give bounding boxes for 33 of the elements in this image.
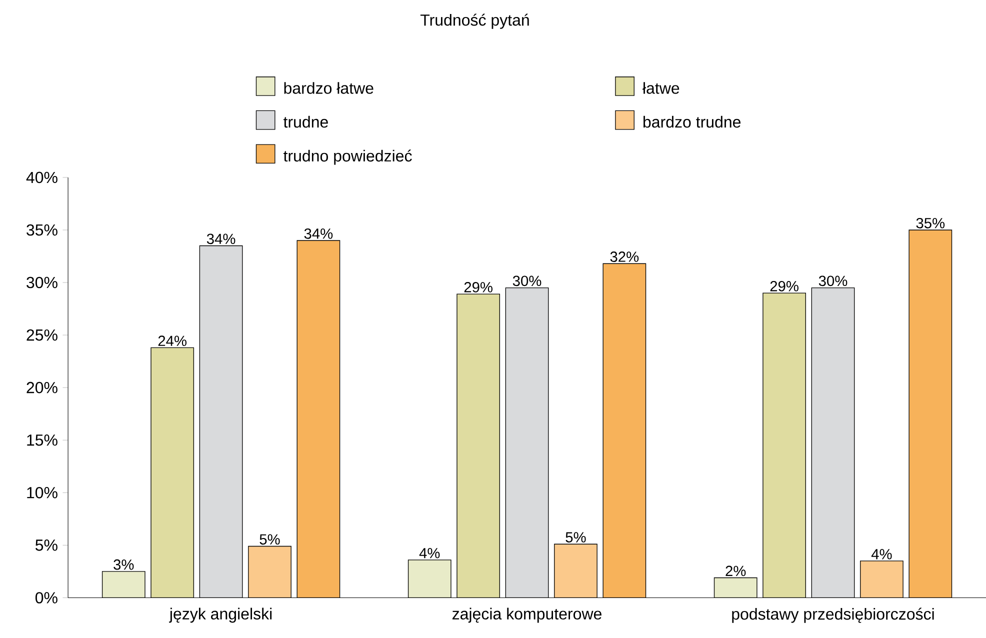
y-tick-label: 0% [35,592,58,604]
data-label: 32% [610,251,639,262]
y-tick-label: 10% [27,486,58,498]
legend-label: bardzo łatwe [284,82,374,94]
data-label: 34% [206,233,236,244]
data-label: 30% [818,276,848,286]
data-label: 35% [916,218,945,228]
y-tick-label: 40% [26,172,58,183]
y-tick-label: 20% [26,382,58,394]
legend-label: trudno powiedzieć [284,149,412,165]
data-label: 5% [260,534,280,544]
legend-label: bardzo trudne [643,116,741,128]
x-tick-label: język angielski [169,608,272,623]
y-tick-label: 5% [36,539,58,551]
data-label: 29% [464,282,492,292]
y-tick-label: 30% [26,276,58,288]
x-tick-label: podstawy przedsiębiorczości [732,608,934,623]
y-tick-label: 35% [26,224,58,236]
data-label: 24% [158,335,186,346]
y-tick-label: 15% [27,434,58,446]
data-label: 4% [419,548,440,558]
data-label: 34% [304,228,333,239]
data-label: 29% [770,280,798,292]
data-label: 5% [566,532,586,542]
chart-title: Trudność pytań [420,14,529,29]
y-tick-label: 25% [26,329,58,341]
legend-label: łatwe [642,82,680,94]
data-label: 3% [114,559,134,570]
data-label: 30% [512,276,542,286]
data-label: 4% [871,548,892,560]
legend-label: trudne [284,116,328,128]
data-label: 2% [726,566,746,576]
x-tick-label: zajęcia komputerowe [452,608,602,623]
